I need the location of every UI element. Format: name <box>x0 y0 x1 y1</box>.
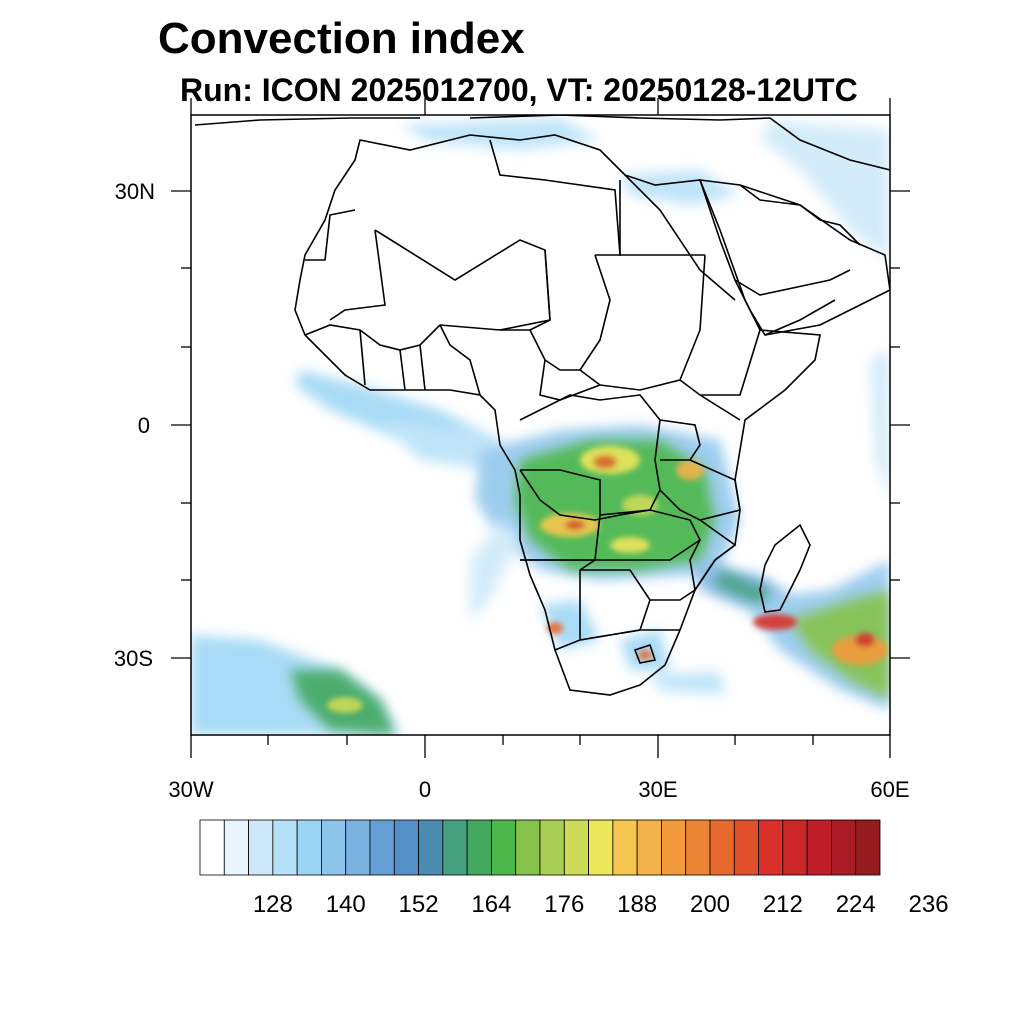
colorbar-swatch <box>636 819 662 876</box>
colorbar-swatch <box>466 819 492 876</box>
colorbar-swatch <box>563 819 589 876</box>
cell-congo-2 <box>593 455 617 469</box>
colorbar-swatch <box>612 819 638 876</box>
field-east-indian <box>870 350 890 500</box>
colorbar-label: 176 <box>544 891 584 918</box>
persian-gulf <box>799 204 861 246</box>
colorbar-swatch <box>685 819 711 876</box>
colorbar-label: 224 <box>836 891 876 918</box>
border-west-africa <box>304 324 441 391</box>
border-saudi <box>734 269 851 336</box>
border-egypt <box>619 180 705 256</box>
border-lesotho <box>633 643 657 664</box>
border-sudan <box>578 254 706 391</box>
field-congo-green <box>515 440 715 570</box>
colorbar-swatch <box>661 819 687 876</box>
colorbar-label: 188 <box>617 891 657 918</box>
lat-label-30s: 30S <box>114 646 153 671</box>
colorbar-swatch <box>831 819 857 876</box>
colorbar-label: 140 <box>326 891 366 918</box>
border-nigeria <box>439 324 530 396</box>
border-chad <box>528 249 580 371</box>
colorbar-label: 236 <box>909 891 949 918</box>
colorbar-label: 212 <box>763 891 803 918</box>
colorbar-swatch <box>758 819 784 876</box>
colorbar-label: 128 <box>253 891 293 918</box>
border-libya <box>489 139 621 256</box>
field-mozambique-green <box>715 570 770 605</box>
colorbar-label: 152 <box>399 891 439 918</box>
border-algeria <box>329 229 386 321</box>
coastlines <box>194 115 890 696</box>
cell-congo-7 <box>610 537 650 553</box>
convection-field <box>191 118 890 735</box>
lat-label-30n: 30N <box>115 179 155 204</box>
madagascar <box>759 523 811 613</box>
colorbar-swatch <box>393 819 419 876</box>
colorbar-swatch <box>539 819 565 876</box>
colorbar-swatch <box>296 819 322 876</box>
cell-indian-2 <box>855 633 875 647</box>
colorbar-label: 164 <box>471 891 511 918</box>
lon-label-30e: 30E <box>638 777 677 802</box>
lon-label-0: 0 <box>419 777 431 802</box>
colorbar-swatch <box>515 819 541 876</box>
border-tanzania <box>659 459 741 521</box>
colorbar-swatch <box>418 819 444 876</box>
red-sea <box>624 174 736 301</box>
border-iraq <box>739 184 801 206</box>
cell-congo-6 <box>676 460 704 480</box>
border-car <box>539 359 601 401</box>
field-atlantic-tongue <box>470 520 520 620</box>
colorbar-swatch <box>782 819 808 876</box>
border-south-africa <box>579 589 696 641</box>
colorbar-swatch <box>199 819 225 876</box>
chart-title: Convection index <box>158 14 525 63</box>
cell-congo-4 <box>565 520 585 530</box>
border-ethiopia <box>679 329 761 421</box>
axis-ticks <box>171 98 910 758</box>
colorbar-swatch <box>272 819 298 876</box>
field-southeast <box>540 600 600 650</box>
colorbar-swatch <box>345 819 371 876</box>
lon-label-30w: 30W <box>168 777 213 802</box>
lat-label-0: 0 <box>138 413 150 438</box>
colorbar-swatch <box>806 819 832 876</box>
colorbar <box>199 819 881 876</box>
chart-subtitle: Run: ICON 2025012700, VT: 20250128-12UTC <box>180 72 858 108</box>
colorbar-swatch <box>248 819 274 876</box>
colorbar-swatch <box>588 819 614 876</box>
field-iran <box>760 120 890 260</box>
border-uganda <box>659 419 701 461</box>
cell-madagascar <box>753 614 797 630</box>
field-south-ocean <box>650 672 725 695</box>
colorbar-swatch <box>442 819 468 876</box>
cell-lesotho <box>638 650 652 660</box>
colorbar-swatch <box>369 819 395 876</box>
colorbar-swatch <box>709 819 735 876</box>
colorbar-label: 200 <box>690 891 730 918</box>
colorbar-swatch <box>855 819 881 876</box>
border-drc <box>519 394 661 521</box>
colorbar-swatch <box>223 819 249 876</box>
field-levant <box>620 170 740 205</box>
colorbar-swatch <box>491 819 517 876</box>
colorbar-swatch <box>321 819 347 876</box>
colorbar-labels: 128 140 152 164 176 188 200 212 224 236 <box>253 891 949 918</box>
colorbar-swatch <box>733 819 759 876</box>
field-north-med <box>400 118 600 150</box>
lon-label-60e: 60E <box>870 777 909 802</box>
border-maghreb <box>305 209 356 261</box>
border-mozambique <box>689 519 737 593</box>
border-mali <box>374 229 551 331</box>
cell-atlantic <box>327 697 363 713</box>
